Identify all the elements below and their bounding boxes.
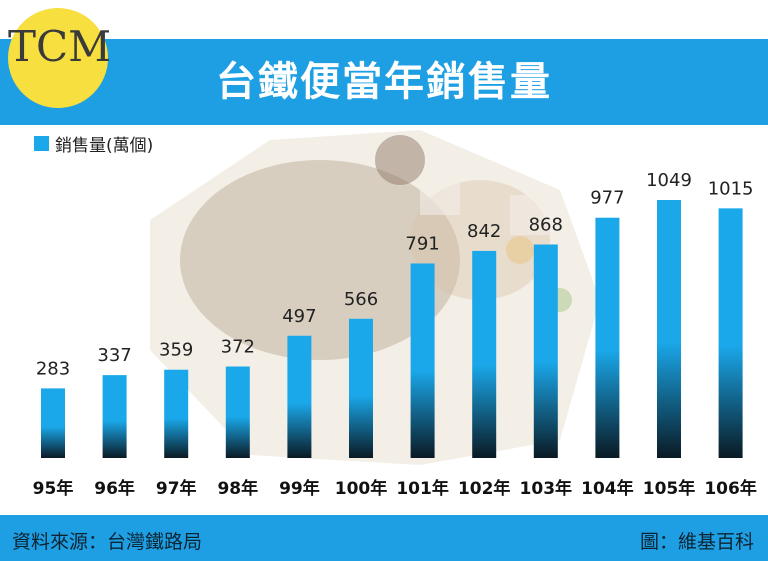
bar-98年: [225, 366, 250, 458]
bar-103年: [533, 244, 558, 458]
value-label: 566: [344, 289, 378, 310]
legend-label: 銷售量(萬個): [55, 135, 154, 156]
x-tick-label: 96年: [94, 478, 135, 499]
bar-100年: [349, 318, 373, 458]
logo-text: TCM: [8, 22, 112, 71]
footer-bar: [0, 515, 768, 561]
value-label: 497: [282, 306, 316, 327]
x-tick-label: 98年: [217, 478, 258, 499]
chart-title: 台鐵便當年銷售量: [216, 59, 552, 105]
legend: 銷售量(萬個): [34, 131, 154, 156]
bar-95年: [41, 388, 65, 458]
x-tick-label: 106年: [704, 478, 757, 499]
value-label: 791: [405, 233, 439, 254]
x-tick-label: 99年: [279, 478, 320, 499]
x-tick-label: 103年: [520, 478, 573, 499]
x-tick-label: 102年: [458, 478, 511, 499]
bar-104年: [595, 217, 620, 458]
x-tick-label: 105年: [643, 478, 696, 499]
x-tick-label: 104年: [581, 478, 634, 499]
value-label: 1049: [646, 170, 692, 191]
value-label: 977: [590, 188, 624, 209]
x-tick-label: 95年: [33, 478, 74, 499]
value-label: 372: [221, 337, 255, 358]
bar-106年: [718, 208, 743, 458]
title-bar: [0, 39, 768, 125]
bar-97年: [164, 369, 189, 458]
value-label: 283: [36, 358, 70, 379]
bar-96年: [102, 375, 127, 458]
bar-102年: [472, 250, 497, 458]
bar-99年: [287, 335, 312, 458]
value-label: 337: [97, 345, 131, 366]
bar-101年: [410, 263, 435, 458]
bar-105年: [657, 200, 681, 458]
x-tick-label: 100年: [335, 478, 388, 499]
value-label: 868: [529, 215, 563, 236]
legend-swatch: [34, 135, 49, 151]
value-label: 359: [159, 340, 193, 361]
x-tick-label: 101年: [396, 478, 449, 499]
x-tick-label: 97年: [156, 478, 197, 499]
value-label: 842: [467, 221, 501, 242]
tcm-logo: [8, 8, 108, 108]
data-source: 資料來源：台灣鐵路局: [12, 531, 203, 553]
image-credit: 圖：維基百科: [639, 531, 754, 553]
value-label: 1015: [708, 178, 754, 199]
